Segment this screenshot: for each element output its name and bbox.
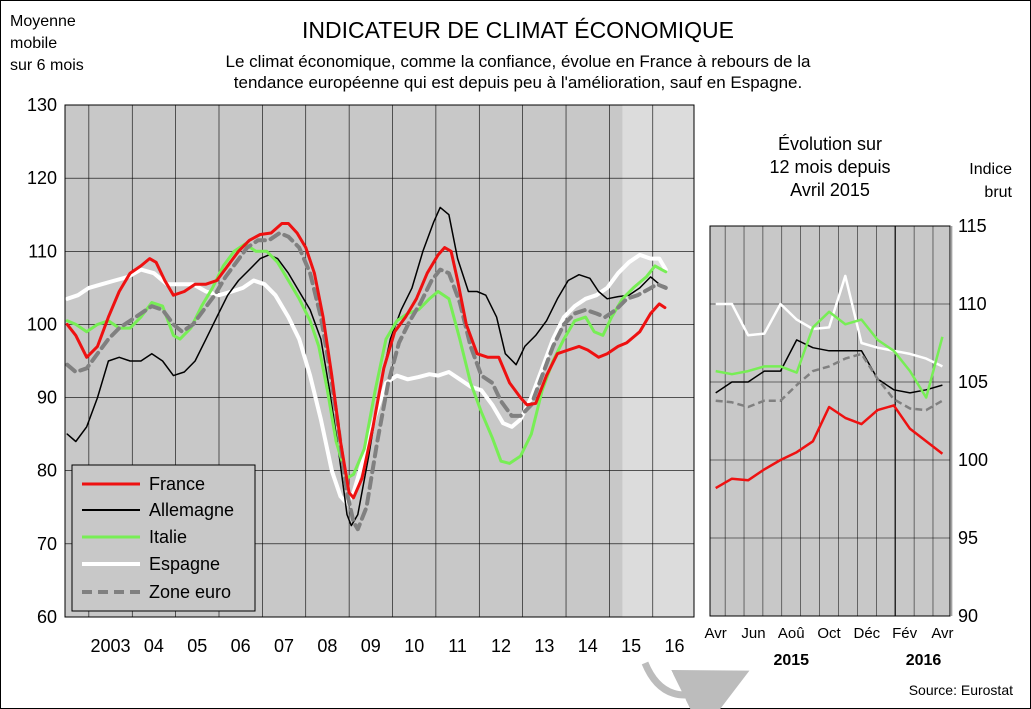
main-x-axis: 2003 04 05 06 07 08 09 10 11 12 13 14 15 16 — [91, 636, 685, 656]
main-line-italie — [65, 242, 668, 480]
inset-grid — [710, 226, 953, 616]
chart-title: INDICATEUR DE CLIMAT ÉCONOMIQUE — [302, 17, 734, 43]
main-x-tick-label: 15 — [621, 636, 641, 656]
main-x-tick-label: 05 — [187, 636, 207, 656]
legend: France Allemagne Italie Espagne Zone eur… — [71, 464, 256, 612]
main-y-tick-label: 90 — [37, 388, 57, 408]
main-line-zone-euro — [65, 231, 668, 532]
inset-y-tick-label: 90 — [958, 606, 978, 626]
inset-month-label: Oct — [817, 625, 841, 642]
main-x-tick-label: 11 — [448, 636, 467, 656]
main-x-tick-label: 10 — [404, 636, 424, 656]
inset-month-label: Déc — [854, 625, 881, 642]
main-y-tick-label: 130 — [27, 95, 57, 115]
inset-y-tick-label: 100 — [958, 450, 988, 470]
legend-label-espagne: Espagne — [149, 554, 220, 574]
main-x-tick-label: 06 — [231, 636, 251, 656]
main-line-allemagne — [66, 206, 667, 527]
main-x-tick-label: 2003 — [91, 636, 131, 656]
main-y-tick-label: 60 — [37, 607, 57, 627]
main-y-tick-label: 120 — [27, 168, 57, 188]
inset-month-label: Aoû — [778, 625, 805, 642]
legend-label-allemagne: Allemagne — [149, 500, 234, 520]
main-x-tick-label: 07 — [274, 636, 294, 656]
inset-line-zone-euro — [715, 352, 944, 412]
source-note: Source: Eurostat — [909, 682, 1013, 698]
inset-y-tick-label: 110 — [958, 294, 987, 314]
main-y-tick-label: 80 — [37, 461, 57, 481]
main-y-axis: 60 70 80 90 100 110 120 130 — [27, 95, 57, 627]
main-series-lines — [65, 206, 668, 532]
inset-plot-background — [710, 226, 950, 616]
chart-subtitle-line2: tendance européenne qui est depuis peu à… — [234, 73, 802, 92]
main-y-tick-label: 110 — [28, 241, 57, 261]
main-x-tick-label: 04 — [144, 636, 164, 656]
legend-label-italie: Italie — [149, 527, 187, 547]
inset-year-label: 2015 — [773, 652, 809, 669]
inset-line-espagne — [715, 274, 943, 368]
inset-y-tick-label: 115 — [958, 216, 987, 236]
main-x-tick-label: 09 — [361, 636, 381, 656]
inset-month-label: Avr — [931, 625, 953, 642]
inset-title-line1: Évolution sur — [778, 134, 882, 154]
inset-line-france — [715, 404, 944, 490]
inset-month-label: Avr — [705, 625, 727, 642]
main-plot-border — [64, 104, 695, 618]
inset-x-axis: Avr Jun Aoû Oct Déc Fév Avr 2015 2016 — [705, 625, 954, 669]
right-unit-line2: brut — [984, 184, 1012, 201]
main-line-espagne — [65, 252, 668, 506]
inset-year-label: 2016 — [906, 652, 942, 669]
main-y-tick-label: 100 — [27, 314, 57, 334]
left-unit-line3: sur 6 mois — [10, 57, 84, 74]
inset-series-lines — [715, 274, 944, 490]
legend-label-france: France — [149, 474, 205, 494]
legend-label-zone-euro: Zone euro — [149, 582, 231, 602]
chart-subtitle-line1: Le climat économique, comme la confiance… — [226, 52, 811, 71]
inset-month-label: Fév — [892, 625, 918, 642]
inset-month-label: Jun — [741, 625, 765, 642]
main-y-tick-label: 70 — [37, 534, 57, 554]
inset-line-allemagne — [715, 339, 943, 394]
inset-y-axis: 90 95 100 105 110 115 — [958, 216, 988, 626]
inset-title-line3: Avril 2015 — [790, 180, 870, 200]
main-x-tick-label: 14 — [578, 636, 598, 656]
main-x-tick-label: 08 — [317, 636, 337, 656]
inset-y-tick-label: 95 — [958, 528, 978, 548]
main-x-tick-label: 12 — [491, 636, 511, 656]
main-plot-highlight-band — [622, 105, 694, 617]
right-unit-line1: Indice — [969, 161, 1012, 178]
left-unit-line1: Moyenne — [10, 13, 76, 30]
main-line-france — [65, 222, 667, 500]
inset-line-italie — [715, 310, 944, 399]
left-unit-line2: mobile — [10, 35, 57, 52]
main-x-tick-label: 13 — [534, 636, 554, 656]
main-x-tick-label: 16 — [664, 636, 684, 656]
curved-arrow-icon — [641, 661, 750, 709]
inset-plot-border — [709, 225, 951, 617]
inset-y-tick-label: 105 — [958, 372, 988, 392]
inset-title-line2: 12 mois depuis — [769, 157, 890, 177]
